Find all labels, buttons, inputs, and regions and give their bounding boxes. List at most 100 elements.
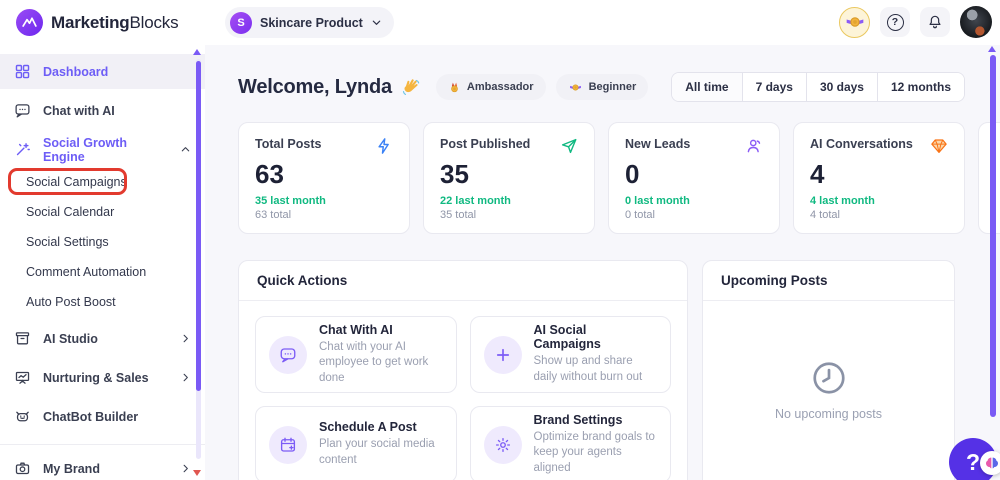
chat-bubble-icon	[15, 104, 30, 118]
help-button[interactable]: ?	[880, 7, 910, 37]
archive-box-icon	[15, 332, 30, 345]
brand-logo[interactable]: MarketingBlocks	[16, 9, 179, 36]
sidebar-item-chat-with-ai[interactable]: Chat with AI	[0, 93, 205, 128]
quick-action-desc: Show up and share daily without burn out	[533, 355, 643, 383]
medal-icon	[451, 82, 458, 92]
medal-wings-icon	[846, 17, 863, 27]
page-scrollbar-thumb[interactable]	[990, 55, 996, 417]
sidebar: Dashboard Chat with AI Social Growth Eng…	[0, 45, 205, 480]
quick-action-chat-with-ai[interactable]: Chat With AI Chat with your AI employee …	[255, 316, 457, 393]
camera-icon	[15, 462, 30, 475]
stat-label: AI Conversations	[810, 137, 913, 151]
quick-action-title: Chat With AI	[319, 322, 393, 337]
stat-label: Total Posts	[255, 137, 322, 151]
stat-change: 35 last month	[255, 195, 326, 207]
robot-icon	[16, 411, 29, 422]
chat-bubble-icon	[269, 335, 307, 374]
quick-action-desc: Plan your social media content	[319, 438, 435, 466]
quick-action-title: Schedule A Post	[319, 420, 417, 435]
stat-total: 4 total	[810, 209, 840, 221]
sidebar-item-chatbot-builder[interactable]: ChatBot Builder	[0, 399, 205, 434]
sidebar-item-social-growth-engine[interactable]: Social Growth Engine	[0, 132, 205, 167]
quick-actions-title: Quick Actions	[239, 261, 687, 301]
stat-change: 4 last month	[810, 195, 875, 207]
product-selector[interactable]: S Skincare Product	[225, 7, 394, 38]
filter-30-days[interactable]: 30 days	[806, 73, 878, 101]
dashboard-grid-icon	[15, 64, 30, 79]
filter-12-months[interactable]: 12 months	[877, 73, 964, 101]
sidebar-subitem-social-settings[interactable]: Social Settings	[0, 227, 205, 257]
sidebar-subitem-label: Social Campaigns	[26, 175, 127, 189]
page-scroll-up-arrow[interactable]	[988, 46, 996, 52]
badge-ambassador[interactable]: Ambassador	[435, 74, 546, 100]
stat-value: 0	[625, 159, 640, 189]
sidebar-item-label: Social Growth Engine	[43, 135, 128, 164]
sidebar-item-label: Dashboard	[43, 64, 109, 79]
sidebar-item-label: AI Studio	[43, 331, 98, 346]
stat-change: 0 last month	[625, 195, 690, 207]
sidebar-divider	[0, 444, 205, 445]
achievement-badges: Ambassador Beginner	[435, 74, 649, 100]
badge-beginner[interactable]: Beginner	[555, 74, 649, 100]
diamond-icon	[931, 139, 947, 154]
quick-action-desc: Optimize brand goals to keep your agents…	[533, 430, 655, 474]
brain-icon	[986, 457, 998, 469]
quick-action-ai-social-campaigns[interactable]: AI Social Campaigns Show up and share da…	[469, 316, 671, 393]
chevron-right-icon	[183, 334, 188, 343]
upcoming-posts-empty-text: No upcoming posts	[774, 407, 882, 421]
trophy-medal-icon	[569, 83, 581, 91]
filter-all-time[interactable]: All time	[672, 73, 743, 101]
stat-value: 4	[810, 159, 825, 189]
lightning-icon	[378, 138, 389, 154]
clock-icon	[812, 362, 845, 394]
calendar-plus-icon	[269, 425, 307, 464]
quick-action-title: AI Social Campaigns	[533, 323, 601, 352]
stat-label: Post Published	[440, 137, 531, 151]
sidebar-scroll-up-arrow[interactable]	[193, 49, 201, 55]
badge-label: Ambassador	[466, 81, 534, 93]
sidebar-item-my-brand[interactable]: My Brand	[0, 451, 205, 480]
gear-icon	[483, 425, 522, 464]
filter-7-days[interactable]: 7 days	[742, 73, 807, 101]
sidebar-item-ai-studio[interactable]: AI Studio	[0, 321, 205, 356]
quick-action-brand-settings[interactable]: Brand Settings Optimize brand goals to k…	[469, 406, 671, 480]
sidebar-item-nurturing-sales[interactable]: Nurturing & Sales	[0, 360, 205, 395]
stat-label: New Leads	[625, 137, 691, 151]
sidebar-subitem-social-calendar[interactable]: Social Calendar	[0, 197, 205, 227]
sidebar-subitem-comment-automation[interactable]: Comment Automation	[0, 257, 205, 287]
gamification-badge-button[interactable]	[839, 6, 870, 38]
question-mark-icon: ?	[886, 13, 904, 31]
quick-action-schedule-a-post[interactable]: Schedule A Post Plan your social media c…	[255, 406, 457, 480]
sidebar-subitem-label: Social Calendar	[26, 205, 115, 219]
waving-hand-icon	[400, 77, 420, 97]
welcome-heading: Welcome, Lynda	[238, 75, 392, 98]
ai-assistant-button[interactable]	[980, 451, 1000, 475]
sidebar-scrollbar-thumb[interactable]	[196, 61, 201, 391]
brand-logo-icon	[16, 9, 43, 36]
product-initial-avatar: S	[230, 11, 252, 34]
sidebar-subitem-social-campaigns[interactable]: Social Campaigns	[0, 167, 205, 197]
sidebar-subitem-auto-post-boost[interactable]: Auto Post Boost	[0, 287, 205, 317]
badge-label: Beginner	[588, 81, 637, 93]
chevron-right-icon	[183, 373, 188, 382]
chevron-up-icon	[181, 147, 190, 152]
upcoming-posts-title: Upcoming Posts	[703, 261, 954, 301]
stat-card-ai-conversations: AI Conversations 4 4 last month 4 total	[793, 122, 965, 234]
sidebar-scroll-down-arrow[interactable]	[193, 470, 201, 476]
chevron-right-icon	[183, 464, 188, 473]
sidebar-item-label: My Brand	[43, 461, 100, 476]
sidebar-item-dashboard[interactable]: Dashboard	[0, 54, 205, 89]
stat-value: 63	[255, 159, 284, 189]
user-avatar[interactable]	[960, 6, 992, 38]
stat-total: 0 total	[625, 209, 655, 221]
time-range-filter: All time 7 days 30 days 12 months	[671, 72, 965, 102]
send-icon	[561, 138, 577, 154]
notifications-button[interactable]	[920, 7, 950, 37]
magic-wand-icon	[16, 143, 30, 156]
stat-total: 35 total	[440, 209, 477, 221]
stat-card-post-published: Post Published 35 22 last month 35 total	[423, 122, 595, 234]
user-icon	[747, 139, 761, 153]
quick-action-title: Brand Settings	[533, 412, 623, 427]
quick-actions-panel: Quick Actions Chat With AI Chat with you…	[238, 260, 688, 480]
